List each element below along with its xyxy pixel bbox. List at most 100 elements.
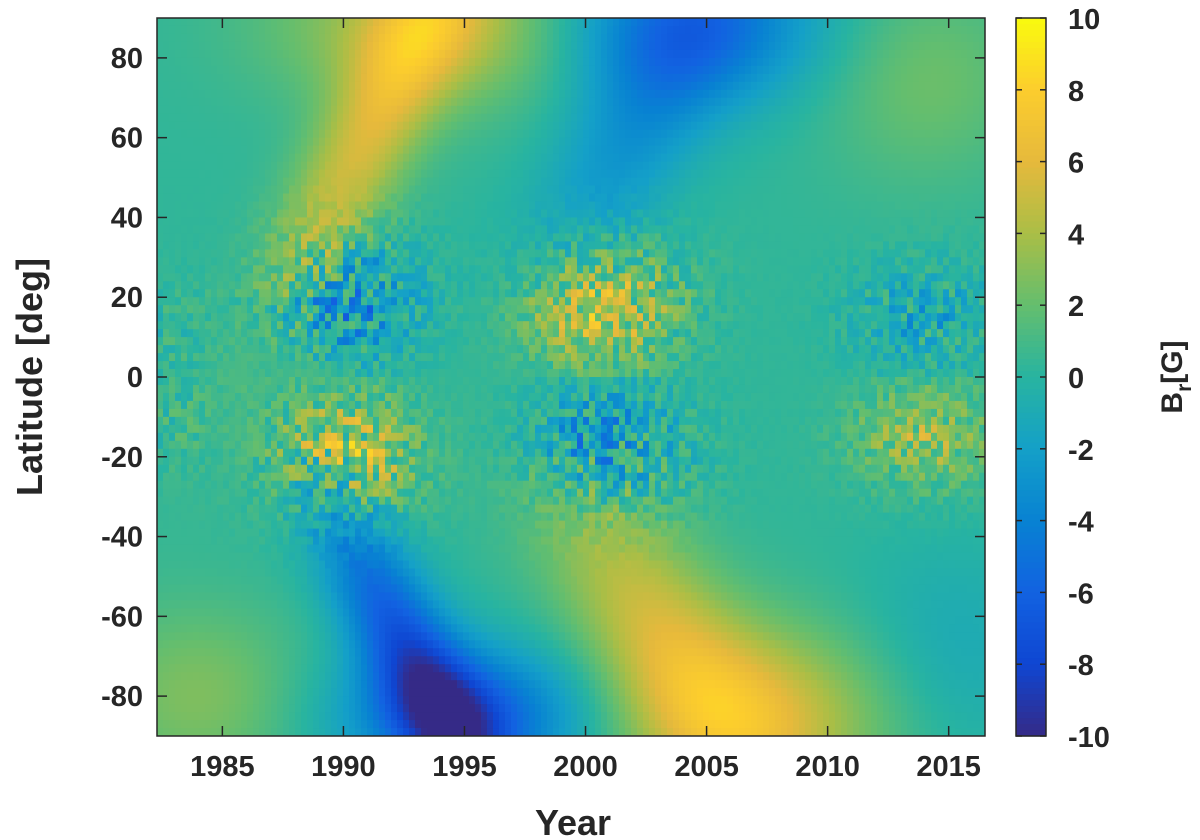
heatmap-cell <box>385 89 392 99</box>
heatmap-cell <box>277 408 284 418</box>
heatmap-cell <box>199 688 206 697</box>
heatmap-cell <box>259 161 266 171</box>
heatmap-cell <box>235 408 242 418</box>
heatmap-cell <box>355 696 362 705</box>
heatmap-cell <box>175 728 182 736</box>
heatmap-cell <box>445 265 452 274</box>
heatmap-cell <box>163 648 170 657</box>
heatmap-cell <box>247 544 254 554</box>
heatmap-cell <box>289 193 296 203</box>
heatmap-cell <box>409 89 416 99</box>
heatmap-cell <box>211 432 218 442</box>
heatmap-cell <box>331 329 338 338</box>
heatmap-cell <box>253 632 260 641</box>
heatmap-cell <box>277 265 284 274</box>
heatmap-cell <box>427 640 434 649</box>
heatmap-cell <box>475 600 482 609</box>
heatmap-cell <box>283 377 290 386</box>
heatmap-cell <box>265 345 272 354</box>
heatmap-cell <box>307 432 314 442</box>
heatmap-cell <box>223 600 230 609</box>
heatmap-cell <box>301 728 308 736</box>
heatmap-cell <box>169 161 176 171</box>
heatmap-cell <box>199 456 206 466</box>
heatmap-cell <box>403 281 410 290</box>
heatmap-cell <box>421 233 428 242</box>
heatmap-cell <box>283 488 290 498</box>
heatmap-cell <box>181 217 188 227</box>
heatmap-cell <box>337 161 344 171</box>
heatmap-cell <box>235 89 242 99</box>
heatmap-cell <box>193 361 200 370</box>
heatmap-cell <box>181 456 188 466</box>
heatmap-cell <box>469 321 476 330</box>
heatmap-cell <box>277 169 284 179</box>
heatmap-cell <box>439 728 446 736</box>
heatmap-cell <box>187 81 194 91</box>
heatmap-cell <box>475 345 482 354</box>
heatmap-cell <box>175 201 182 211</box>
heatmap-cell <box>193 384 200 394</box>
heatmap-cell <box>373 512 380 522</box>
heatmap-cell <box>469 249 476 258</box>
heatmap-cell <box>277 193 284 203</box>
heatmap-cell <box>253 65 260 75</box>
heatmap-cell <box>277 608 284 617</box>
heatmap-cell <box>193 89 200 99</box>
heatmap-cell <box>391 704 398 713</box>
heatmap-cell <box>289 680 296 689</box>
heatmap-cell <box>445 153 452 163</box>
heatmap-cell <box>367 193 374 203</box>
heatmap-cell <box>295 448 302 458</box>
heatmap-cell <box>157 536 164 546</box>
heatmap-cell <box>373 496 380 506</box>
heatmap-cell <box>193 632 200 641</box>
heatmap-cell <box>361 496 368 506</box>
heatmap-cell <box>211 560 218 570</box>
heatmap-cell <box>223 640 230 649</box>
heatmap-cell <box>385 145 392 155</box>
heatmap-cell <box>217 57 224 67</box>
heatmap-cell <box>307 408 314 418</box>
heatmap-cell <box>211 89 218 99</box>
heatmap-cell <box>199 448 206 458</box>
heatmap-cell <box>271 265 278 274</box>
heatmap-cell <box>433 488 440 498</box>
heatmap-cell <box>373 217 380 227</box>
heatmap-cell <box>361 688 368 697</box>
heatmap-cell <box>409 353 416 362</box>
heatmap-cell <box>319 73 326 83</box>
heatmap-cell <box>181 129 188 139</box>
heatmap-cell <box>391 265 398 274</box>
heatmap-cell <box>469 137 476 147</box>
heatmap-cell <box>325 576 332 586</box>
heatmap-cell <box>277 688 284 697</box>
heatmap-cell <box>271 672 278 681</box>
heatmap-cell <box>343 600 350 609</box>
heatmap-cell <box>397 720 404 729</box>
heatmap-cell <box>217 632 224 641</box>
heatmap-cell <box>253 624 260 633</box>
heatmap-cell <box>235 392 242 402</box>
heatmap-cell <box>481 281 488 290</box>
heatmap-cell <box>475 313 482 322</box>
heatmap-cell <box>325 416 332 426</box>
heatmap-cell <box>355 592 362 601</box>
heatmap-cell <box>199 552 206 562</box>
heatmap-cell <box>469 297 476 306</box>
heatmap-cell <box>463 544 470 554</box>
heatmap-cell <box>337 608 344 617</box>
heatmap-cell <box>175 153 182 163</box>
heatmap-cell <box>397 361 404 370</box>
heatmap-cell <box>379 217 386 227</box>
heatmap-cell <box>241 161 248 171</box>
heatmap-cell <box>373 193 380 203</box>
heatmap-cell <box>157 392 164 402</box>
heatmap-cell <box>283 680 290 689</box>
heatmap-cell <box>271 504 278 514</box>
heatmap-cell <box>445 185 452 195</box>
heatmap-cell <box>229 384 236 394</box>
heatmap-cell <box>445 49 452 59</box>
heatmap-cell <box>469 145 476 155</box>
heatmap-cell <box>193 57 200 67</box>
